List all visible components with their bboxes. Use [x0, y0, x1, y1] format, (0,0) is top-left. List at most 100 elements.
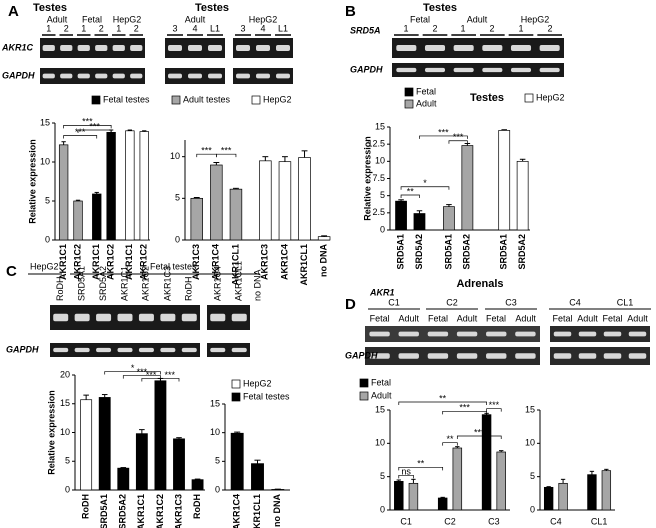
x-tick-label: AKR1C2: [72, 244, 82, 280]
gel-group: Adult: [185, 14, 206, 24]
gel-band: [369, 331, 390, 337]
gel-band: [188, 45, 202, 51]
legend-swatch: [524, 93, 534, 103]
gene-label: AKR1C: [1, 42, 34, 52]
significance-bracket: [456, 435, 502, 439]
legend-title: Testes: [470, 92, 504, 104]
significance-label: ***: [474, 427, 485, 437]
y-tick-label: 0: [215, 484, 220, 494]
gel-band: [628, 331, 647, 337]
gel-group: Fetal testes: [150, 261, 197, 271]
gel-group: C2: [446, 297, 458, 307]
y-tick-label: 5: [530, 471, 535, 481]
gel-title: Testes: [33, 2, 67, 14]
lane-label: Fetal: [428, 313, 448, 323]
significance-label: ***: [489, 400, 500, 410]
gel-band: [112, 73, 125, 79]
bar: [413, 213, 426, 231]
bar: [251, 463, 264, 491]
significance-bracket: [442, 410, 487, 415]
gel-band: [96, 313, 112, 322]
lane-label: 3: [240, 23, 245, 33]
significance-bracket: [104, 371, 161, 375]
lane-label: Adult: [457, 313, 478, 323]
gel: [392, 63, 564, 77]
y-tick-label: 10: [170, 151, 180, 161]
x-tick-label: no DNA: [272, 494, 282, 527]
y-tick-label: 20: [60, 369, 70, 379]
bar: [408, 482, 419, 511]
bar: [80, 399, 93, 491]
gene-label: GAPDH: [6, 344, 39, 354]
gene-family: AKR1: [369, 287, 395, 297]
lane-label: Fetal: [602, 313, 622, 323]
gel-group: HepG2: [30, 261, 59, 271]
gel-band: [515, 353, 536, 359]
lane-label: AKR1CL1: [233, 261, 243, 301]
y-tick-label: 15: [375, 121, 385, 131]
lane-label: L1: [278, 23, 288, 33]
legend-label: HepG2: [263, 94, 292, 104]
legend-label: Adult testes: [183, 94, 231, 104]
gel-band: [453, 45, 474, 51]
gel-band: [456, 353, 478, 359]
gel-band: [398, 353, 419, 359]
panel-letter: C: [6, 263, 17, 280]
gel-group: CL1: [617, 297, 634, 307]
x-tick-label: AKR1C1: [136, 494, 146, 528]
legend-label: Fetal: [416, 86, 436, 96]
significance-bracket: [486, 408, 502, 412]
x-tick-label: C1: [400, 516, 412, 526]
bar: [190, 197, 203, 241]
gel-band: [160, 313, 176, 322]
bar: [117, 467, 130, 491]
y-tick-label: 15: [60, 398, 70, 408]
gel-band: [53, 313, 69, 322]
y-tick-label: 15: [210, 398, 220, 408]
y-tick-label: 10: [525, 438, 535, 448]
gel-band: [396, 45, 417, 51]
gel-band: [539, 45, 560, 51]
x-tick-label: RoDH: [81, 494, 91, 519]
gel-band: [117, 347, 133, 353]
lane-label: 1: [116, 23, 121, 33]
significance-bracket: [398, 466, 444, 471]
gel: [550, 347, 650, 365]
lane-label: 1: [81, 23, 86, 33]
lane-label: Adult: [515, 313, 536, 323]
y-axis-label: Relative expression: [46, 390, 56, 475]
bar: [601, 470, 612, 511]
gel-band: [60, 73, 73, 79]
gel-band: [256, 45, 270, 51]
gene-label: GAPDH: [2, 70, 35, 80]
significance-bracket: [400, 194, 420, 198]
gel-band: [138, 313, 154, 322]
significance-label: ***: [459, 403, 470, 413]
bar: [125, 130, 135, 241]
gel-band: [168, 45, 182, 51]
gel-band: [74, 313, 90, 322]
gel-band: [95, 73, 108, 79]
significance-bracket: [398, 401, 487, 405]
x-tick-label: AKR1C2: [155, 494, 165, 528]
x-tick-label: AKR1CL1: [230, 244, 240, 286]
gel-band: [236, 45, 250, 51]
x-tick-label: AKR1C4: [279, 244, 289, 280]
lane-label: SRD5A2: [98, 266, 108, 301]
legend-swatch: [251, 95, 261, 105]
x-tick-label: SRD5A2: [517, 234, 527, 270]
y-tick-label: 0: [45, 234, 50, 244]
legend-swatch: [231, 379, 241, 389]
significance-bracket: [442, 442, 458, 446]
significance-label: ***: [438, 127, 449, 137]
gel-band: [396, 67, 417, 73]
gel-group: C4: [569, 297, 581, 307]
gel-band: [130, 45, 143, 51]
gel-band: [208, 45, 222, 51]
y-axis-label: Relative expression: [362, 136, 372, 221]
y-tick-label: 10: [60, 427, 70, 437]
lane-label: 2: [64, 23, 69, 33]
significance-label: ***: [164, 370, 175, 380]
gel-group: Fetal: [82, 14, 102, 24]
bar: [498, 130, 511, 231]
